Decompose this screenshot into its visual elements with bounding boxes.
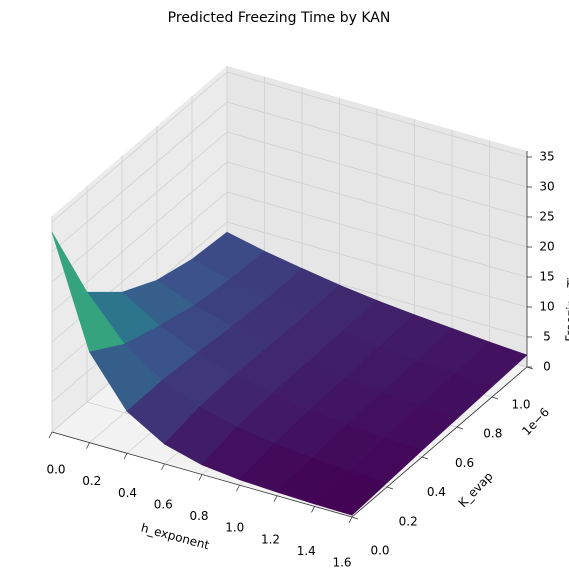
y-tick [386,486,394,490]
x-tick [123,453,128,460]
y-tick [456,426,464,430]
x-tick-label: 0.0 [46,463,65,477]
x-tick [348,516,353,524]
z-tick-label: 15 [539,270,554,284]
y-tick [491,396,499,400]
surface-patch [313,470,388,516]
x-tick-label: 0.2 [82,474,101,488]
x-tick-label: 0.6 [154,497,173,511]
y-axis [351,366,528,518]
z-tick-label: 10 [539,300,554,314]
grid-line [226,131,528,218]
x-axis-label: h_exponent [139,521,211,553]
y-tick-label: 0.0 [370,544,389,558]
y-tick-label: 1.0 [511,398,530,412]
x-tick-label: 1.0 [225,521,244,535]
z-axis-label: Freezing Time [563,258,569,342]
x-tick [198,474,203,481]
y-tick-label: 0.2 [399,514,418,528]
y-axis-label: K_evap [456,469,496,510]
grid-line [51,131,228,283]
x-tick [161,463,165,471]
grid-line [226,191,528,278]
x-tick [236,484,240,492]
grid-line [226,161,528,248]
z-tick-label: 25 [539,210,554,224]
y-tick [351,516,359,520]
y-tick-label: 0.4 [427,485,446,499]
y-tick-label: 0.6 [455,456,474,470]
z-tick-label: 35 [539,150,554,164]
x-tick-label: 1.4 [297,544,316,558]
x-tick-label: 1.2 [261,532,280,546]
z-tick-label: 0 [543,360,551,374]
grid-line [226,71,528,158]
x-tick [311,506,315,513]
x-tick-label: 0.4 [118,486,137,500]
x-axis [51,431,353,518]
x-tick [48,431,53,439]
z-tick-label: 30 [539,180,554,194]
y-tick [421,456,429,460]
z-tick-label: 20 [539,240,554,254]
grid-line [51,71,228,223]
x-tick-label: 0.8 [189,509,208,523]
grid-line [226,221,528,308]
z-tick-label: 5 [543,330,551,344]
x-tick-label: 1.6 [332,556,351,570]
grid-line [226,101,528,188]
x-tick [86,442,90,449]
x-tick [273,495,278,502]
grid-line [51,101,228,253]
y-tick-label: 0.8 [483,427,502,441]
chart-title: Predicted Freezing Time by KAN [168,10,391,26]
